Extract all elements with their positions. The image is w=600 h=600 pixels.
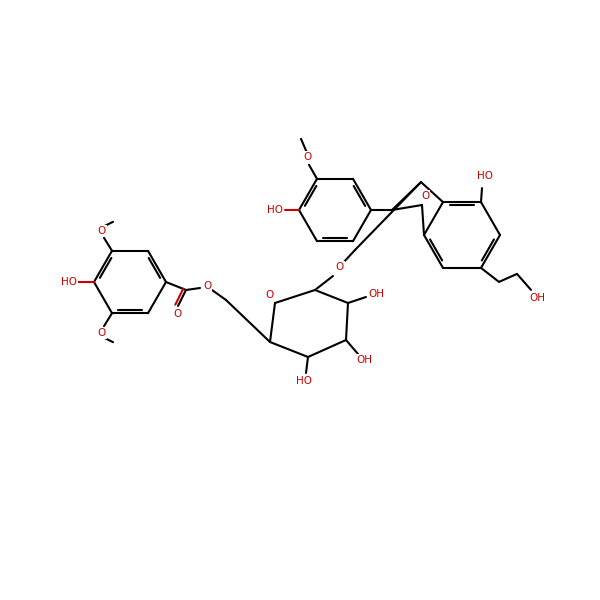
Text: O: O bbox=[98, 328, 106, 338]
Text: OH: OH bbox=[356, 355, 372, 365]
Text: HO: HO bbox=[267, 205, 283, 215]
Text: O: O bbox=[98, 226, 106, 236]
Text: O: O bbox=[173, 309, 181, 319]
Text: O: O bbox=[203, 281, 211, 291]
Text: OH: OH bbox=[529, 293, 545, 303]
Text: O: O bbox=[421, 191, 429, 201]
Text: O: O bbox=[303, 152, 311, 162]
Text: OH: OH bbox=[368, 289, 384, 299]
Text: O: O bbox=[266, 290, 274, 300]
Text: O: O bbox=[336, 262, 344, 272]
Text: HO: HO bbox=[61, 277, 77, 287]
Text: HO: HO bbox=[296, 376, 312, 386]
Text: HO: HO bbox=[477, 171, 493, 181]
